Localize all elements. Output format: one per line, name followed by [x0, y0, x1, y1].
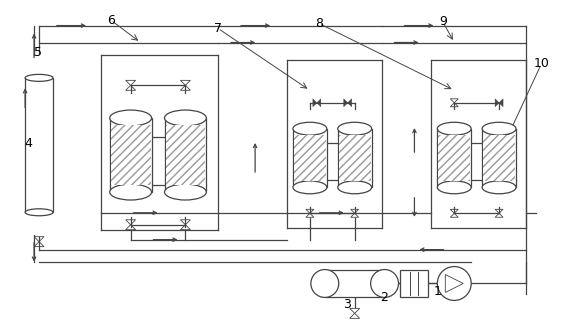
Text: 8: 8: [315, 17, 323, 30]
Polygon shape: [347, 139, 351, 147]
Ellipse shape: [164, 184, 206, 200]
Ellipse shape: [437, 181, 471, 194]
Polygon shape: [457, 176, 461, 184]
Text: 4: 4: [24, 137, 32, 150]
Polygon shape: [488, 139, 492, 147]
Polygon shape: [306, 213, 314, 217]
Polygon shape: [347, 176, 351, 184]
Text: 9: 9: [439, 15, 447, 28]
Polygon shape: [125, 225, 136, 230]
Ellipse shape: [482, 181, 516, 194]
Polygon shape: [351, 209, 359, 213]
Polygon shape: [138, 180, 144, 190]
Text: 1: 1: [433, 285, 441, 298]
Polygon shape: [138, 132, 144, 142]
Ellipse shape: [338, 122, 372, 135]
Polygon shape: [177, 180, 182, 190]
Bar: [401, 270, 428, 297]
Polygon shape: [445, 274, 463, 292]
Bar: [25, 78, 53, 212]
Ellipse shape: [110, 110, 151, 126]
Polygon shape: [317, 99, 321, 107]
Ellipse shape: [25, 209, 53, 216]
Polygon shape: [450, 213, 458, 217]
Text: 3: 3: [344, 298, 351, 311]
Polygon shape: [350, 308, 360, 313]
Text: 7: 7: [214, 22, 222, 35]
Polygon shape: [313, 139, 317, 147]
Ellipse shape: [293, 122, 327, 135]
Polygon shape: [492, 176, 496, 184]
Polygon shape: [34, 242, 44, 247]
Polygon shape: [180, 225, 190, 230]
Ellipse shape: [482, 122, 516, 135]
Ellipse shape: [110, 184, 151, 200]
Circle shape: [437, 267, 471, 301]
Bar: [339, 135, 371, 182]
Bar: [110, 118, 151, 192]
Polygon shape: [172, 180, 177, 190]
Polygon shape: [180, 80, 190, 85]
Polygon shape: [125, 220, 136, 225]
Ellipse shape: [164, 110, 206, 126]
Polygon shape: [344, 176, 347, 184]
Bar: [482, 129, 516, 187]
Polygon shape: [125, 80, 136, 85]
Polygon shape: [347, 99, 351, 107]
Ellipse shape: [293, 181, 327, 194]
Polygon shape: [450, 103, 458, 107]
Bar: [166, 126, 205, 185]
Polygon shape: [495, 99, 499, 107]
Polygon shape: [313, 176, 317, 184]
Polygon shape: [313, 99, 317, 107]
Polygon shape: [495, 209, 503, 213]
Polygon shape: [134, 132, 138, 142]
Polygon shape: [488, 176, 492, 184]
Ellipse shape: [25, 74, 53, 82]
Text: 5: 5: [34, 46, 42, 59]
Bar: [438, 135, 470, 182]
Ellipse shape: [371, 270, 398, 297]
Polygon shape: [450, 209, 458, 213]
Polygon shape: [177, 132, 182, 142]
Text: 6: 6: [107, 14, 115, 27]
Polygon shape: [306, 209, 314, 213]
Polygon shape: [495, 213, 503, 217]
Ellipse shape: [311, 270, 339, 297]
Bar: [483, 135, 515, 182]
Text: 10: 10: [533, 57, 549, 70]
Bar: [164, 118, 206, 192]
Bar: [294, 135, 326, 182]
Polygon shape: [450, 99, 458, 103]
Ellipse shape: [437, 122, 471, 135]
Polygon shape: [34, 237, 44, 242]
Bar: [293, 129, 327, 187]
Polygon shape: [499, 99, 503, 107]
Bar: [437, 129, 471, 187]
Polygon shape: [180, 220, 190, 225]
Polygon shape: [180, 85, 190, 90]
Polygon shape: [350, 313, 360, 318]
Text: 2: 2: [380, 291, 388, 304]
Polygon shape: [134, 180, 138, 190]
Polygon shape: [344, 99, 347, 107]
Bar: [338, 129, 372, 187]
Polygon shape: [344, 139, 347, 147]
Polygon shape: [461, 176, 465, 184]
Polygon shape: [317, 139, 321, 147]
Bar: [325, 270, 385, 297]
Polygon shape: [317, 176, 321, 184]
Polygon shape: [172, 132, 177, 142]
Polygon shape: [125, 85, 136, 90]
Ellipse shape: [338, 181, 372, 194]
Polygon shape: [492, 139, 496, 147]
Polygon shape: [351, 213, 359, 217]
Bar: [111, 126, 150, 185]
